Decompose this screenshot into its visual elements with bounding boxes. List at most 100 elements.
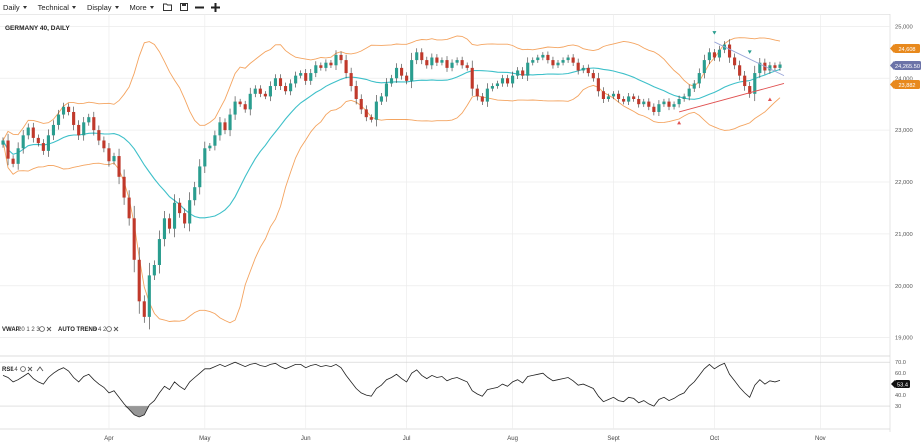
- open-button[interactable]: [162, 1, 174, 13]
- candle-body: [208, 145, 212, 149]
- rsi-remove-button[interactable]: [27, 366, 33, 372]
- candle-body: [117, 156, 121, 177]
- candle-body: [137, 259, 141, 302]
- chart-area[interactable]: Apr May Jun Jul Aug Sept Oct Nov25,00024,00023,…: [0, 14, 921, 446]
- candle-body: [178, 202, 182, 214]
- price-badge-low-text: 23,882: [898, 83, 915, 89]
- candle-body: [329, 62, 333, 66]
- rsi-tick-label: 60.0: [895, 371, 906, 377]
- trend-resistance-line: [714, 41, 785, 77]
- candle-body: [102, 140, 106, 149]
- candle-body: [157, 239, 161, 265]
- candle-body: [470, 67, 474, 89]
- y-tick-label: 20,000: [895, 284, 913, 290]
- daily-menu[interactable]: Daily: [3, 3, 27, 12]
- candle-body: [374, 101, 378, 120]
- chevron-down-icon: [22, 5, 27, 9]
- x-tick-label: May: [199, 436, 210, 442]
- x-tick-label: Aug: [507, 436, 518, 442]
- x-tick-label: Apr: [104, 436, 113, 442]
- candle-body: [420, 52, 424, 61]
- candle-body: [82, 122, 86, 136]
- gear-icon: [106, 326, 112, 332]
- candle-body: [394, 67, 399, 79]
- trend-support-line: [678, 83, 785, 113]
- chevron-up-icon: [36, 366, 44, 372]
- technical-menu[interactable]: Technical: [38, 3, 76, 12]
- candle-body: [495, 83, 500, 87]
- candle-body: [299, 73, 303, 76]
- auto-trend-settings-button[interactable]: [106, 326, 112, 332]
- candle-body: [652, 106, 656, 112]
- candle-body: [440, 60, 444, 63]
- candle-body: [273, 78, 278, 87]
- candle-body: [167, 218, 172, 229]
- candle-body: [536, 57, 540, 61]
- candle-body: [324, 62, 328, 68]
- candle-body: [46, 135, 50, 151]
- vwap-params: 20 1 2 3: [18, 327, 40, 333]
- daily-menu-label: Daily: [3, 2, 20, 12]
- candle-body: [505, 78, 510, 84]
- candle-body: [758, 62, 762, 74]
- rsi-badge: 53.4: [891, 380, 910, 388]
- close-icon: [27, 366, 33, 372]
- chevron-down-icon: [114, 5, 119, 9]
- vwap-remove-button[interactable]: [46, 326, 52, 332]
- candle-body: [147, 275, 151, 317]
- candle-body: [283, 86, 288, 92]
- candle-body: [51, 124, 56, 136]
- candle-body: [319, 65, 323, 68]
- rsi-collapse-button[interactable]: [36, 366, 44, 372]
- candle-body: [41, 143, 45, 151]
- candle-body: [172, 202, 177, 229]
- candle-body: [243, 104, 247, 110]
- y-tick-label: 19,000: [895, 336, 913, 342]
- chart-title: GERMANY 40, DAILY: [5, 25, 70, 32]
- auto-trend-lines: [677, 31, 785, 125]
- vwap-settings-button[interactable]: [39, 326, 45, 332]
- candle-body: [253, 88, 257, 94]
- candle-body: [465, 65, 469, 68]
- candle-body: [632, 96, 636, 99]
- candle-body: [203, 148, 207, 167]
- candle-body: [258, 88, 262, 94]
- candle-body: [662, 101, 666, 105]
- candle-body: [278, 78, 283, 87]
- candle-body: [546, 54, 550, 61]
- candle-body: [480, 96, 484, 102]
- price-badge-low: 23,882: [890, 80, 920, 89]
- display-menu[interactable]: Display: [87, 3, 119, 12]
- candle-body: [531, 60, 535, 63]
- folder-open-icon: [163, 3, 173, 11]
- candle-body: [717, 49, 722, 58]
- candle-body: [561, 60, 565, 63]
- candle-body: [127, 197, 131, 219]
- candle-body: [26, 127, 30, 136]
- candle-body: [738, 65, 742, 76]
- candle-body: [748, 86, 752, 94]
- zoom-in-button[interactable]: [210, 1, 222, 13]
- candle-body: [485, 88, 489, 102]
- candle-body: [389, 78, 394, 84]
- rsi-settings-button[interactable]: [20, 366, 26, 372]
- rsi-legend: RSI 14: [2, 366, 44, 373]
- save-button[interactable]: [178, 1, 190, 13]
- candle-body: [92, 117, 96, 131]
- price-badge-high-text: 24,608: [898, 47, 915, 53]
- candle-body: [344, 60, 348, 74]
- zoom-out-button[interactable]: [194, 1, 206, 13]
- candle-body: [450, 62, 454, 68]
- candle-body: [142, 301, 146, 317]
- candle-body: [516, 70, 520, 76]
- candle-body: [682, 96, 686, 99]
- candle-body: [16, 148, 20, 164]
- candle-body: [647, 101, 651, 107]
- candle-body: [218, 122, 222, 136]
- lower-band-line: [2, 84, 781, 324]
- more-menu[interactable]: More: [130, 3, 154, 12]
- auto-trend-remove-button[interactable]: [113, 326, 119, 332]
- candle-body: [405, 75, 409, 81]
- candle-body: [727, 44, 732, 58]
- trend-pivot-marker: [712, 31, 717, 35]
